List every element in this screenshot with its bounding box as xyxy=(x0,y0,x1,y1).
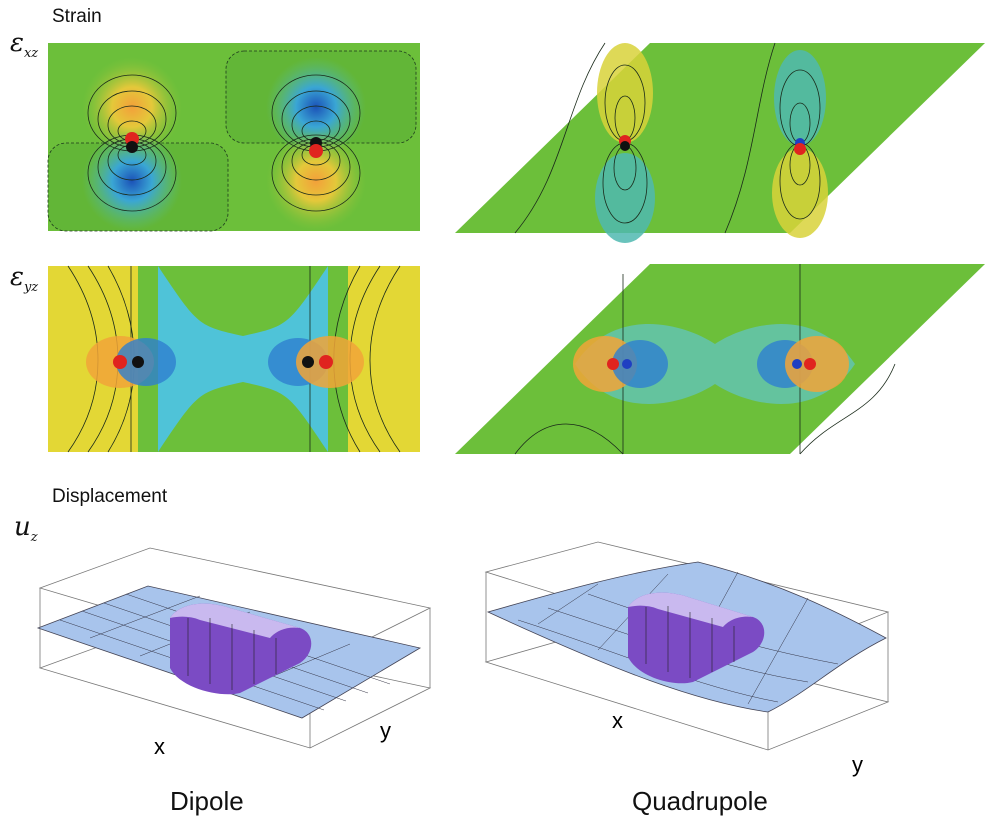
strain-section-title: Strain xyxy=(52,6,102,27)
exz-left-lobes xyxy=(82,57,182,231)
dipole-y-axis-label: y xyxy=(380,718,391,743)
uz-sub: z xyxy=(30,530,38,546)
displacement-section-title: Displacement xyxy=(52,486,168,507)
epsilon-xz-base: ε xyxy=(10,28,24,58)
epsilon-yz-sub: yz xyxy=(23,280,39,296)
strain-xz-dipole-map xyxy=(47,43,420,232)
displacement-quadrupole-surface: x y xyxy=(484,541,890,777)
strain-yz-dipole-map xyxy=(48,265,420,453)
quadrupole-raised-block xyxy=(628,592,765,684)
quadrupole-y-axis-label: y xyxy=(852,752,863,777)
quadrupole-x-axis-label: x xyxy=(612,708,623,733)
dipole-raised-block xyxy=(170,603,312,695)
eyz-dipole-cores xyxy=(86,336,364,388)
uz-label: uz xyxy=(14,512,38,545)
epsilon-xz-label: εxz xyxy=(10,28,38,61)
epsilon-yz-base: ε xyxy=(10,262,24,292)
strain-yz-quadrupole-map xyxy=(455,264,985,455)
exz-right-lobes xyxy=(266,57,366,231)
uz-base: u xyxy=(14,512,31,542)
eyz-quad-cores xyxy=(573,336,849,392)
exz-quad-lobes xyxy=(514,42,828,243)
epsilon-xz-sub: xz xyxy=(23,46,39,62)
quadrupole-caption: Quadrupole xyxy=(632,786,768,816)
strain-xz-quadrupole-map xyxy=(455,42,985,243)
epsilon-yz-label: εyz xyxy=(10,262,38,295)
dipole-caption: Dipole xyxy=(170,786,244,816)
displacement-dipole-surface: x y xyxy=(36,547,432,759)
dipole-x-axis-label: x xyxy=(154,734,165,759)
